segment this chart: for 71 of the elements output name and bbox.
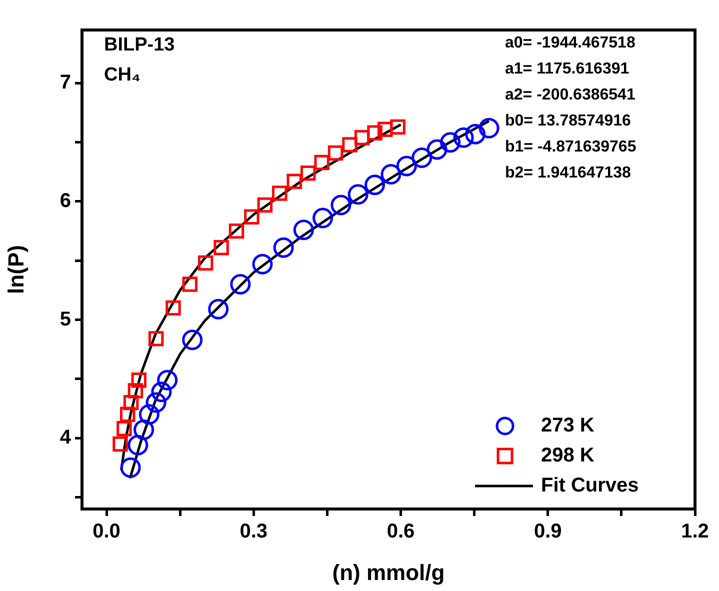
x-tick-label: 0.3 (240, 520, 268, 543)
point (380, 164, 402, 185)
annotation: b0= 13.78574916 (505, 112, 631, 130)
point (146, 392, 166, 413)
point (367, 125, 382, 141)
point (230, 274, 251, 295)
y-tick-label: 5 (60, 308, 71, 330)
point (182, 330, 203, 350)
annotation: a1= 1175.616391 (505, 60, 630, 78)
point (286, 174, 302, 189)
point (123, 394, 139, 410)
point (157, 370, 178, 390)
point (412, 147, 432, 168)
point (252, 254, 273, 274)
y-axis-title: ln(P) (3, 245, 28, 294)
point (348, 184, 368, 205)
point (312, 208, 334, 228)
y-tick-label: 7 (60, 72, 71, 94)
point (453, 127, 474, 148)
legend-label: 273 K (541, 414, 595, 437)
point (426, 139, 448, 160)
legend-label: 298 K (541, 444, 595, 467)
point (257, 197, 273, 213)
point (208, 298, 229, 320)
point (465, 124, 486, 144)
point (364, 174, 386, 196)
point (182, 276, 198, 292)
annotation: b1= -4.871639765 (505, 138, 636, 156)
point (198, 255, 214, 271)
annotation: a2= -200.6386541 (505, 86, 636, 104)
point (328, 145, 344, 161)
point (396, 156, 417, 176)
annotation: CH₄ (104, 64, 140, 86)
point (390, 119, 406, 135)
point (478, 118, 500, 138)
point (134, 420, 154, 440)
point (272, 186, 288, 201)
x-tick-label: 0.9 (534, 520, 562, 543)
point (214, 240, 229, 256)
x-axis-title: (n) mmol/g (332, 560, 445, 585)
y-tick-label: 4 (60, 426, 72, 449)
x-tick-label: 1.2 (681, 520, 709, 543)
point (228, 223, 244, 239)
point (128, 383, 144, 398)
point (128, 434, 148, 456)
point (148, 331, 164, 346)
point (293, 220, 314, 240)
y-tick-label: 6 (60, 190, 71, 212)
legend-label: Fit Curves (541, 474, 639, 497)
point (440, 132, 461, 153)
point (354, 130, 370, 146)
point (116, 420, 132, 436)
annotation: a0= -1944.467518 (505, 34, 636, 52)
point (151, 382, 172, 402)
point (120, 406, 136, 422)
point (120, 457, 141, 478)
annotation: BILP-13 (104, 34, 175, 56)
x-tick-label: 0.0 (92, 520, 120, 543)
point (138, 404, 160, 425)
point (342, 137, 358, 152)
point (330, 194, 352, 216)
point (314, 154, 330, 170)
point (273, 237, 294, 258)
point (244, 209, 260, 224)
annotation: b2= 1.941647138 (505, 164, 631, 182)
point (112, 436, 128, 452)
point (377, 122, 393, 137)
x-tick-label: 0.6 (386, 520, 415, 543)
point (166, 300, 181, 316)
point (131, 372, 146, 388)
point (300, 165, 316, 181)
